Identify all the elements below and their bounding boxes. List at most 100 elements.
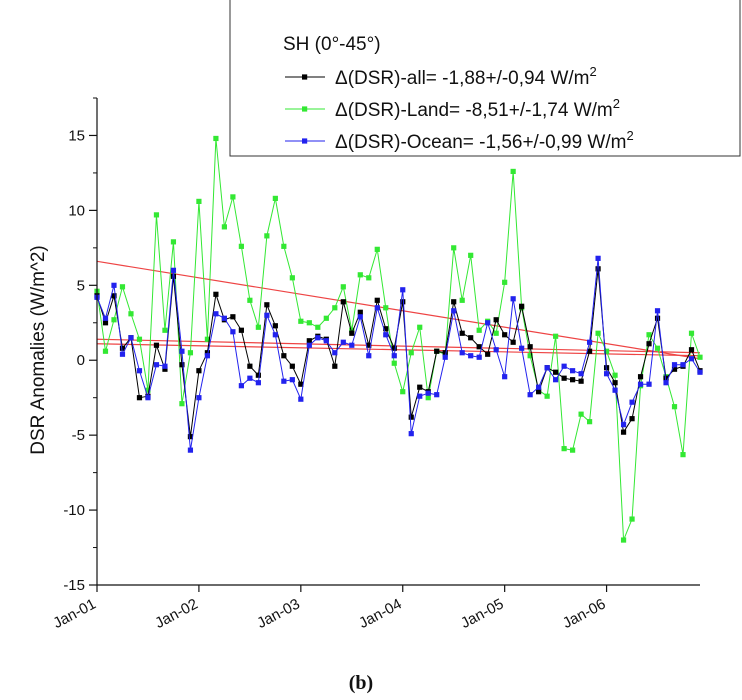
data-point	[136, 368, 143, 374]
data-point	[688, 356, 695, 362]
data-point	[298, 381, 304, 387]
data-point	[493, 347, 499, 353]
data-point	[153, 342, 160, 348]
x-tick-label: Jan-06	[560, 596, 608, 633]
data-series	[94, 135, 703, 543]
data-point	[238, 243, 244, 249]
data-point	[620, 429, 627, 435]
data-point	[459, 297, 465, 303]
data-point	[654, 315, 661, 321]
data-point	[629, 416, 635, 422]
x-tick-label: Jan-03	[254, 596, 302, 633]
data-point	[408, 431, 414, 437]
y-tick-label: 0	[77, 352, 85, 369]
data-point	[289, 377, 295, 383]
data-point	[519, 303, 525, 309]
data-point	[459, 350, 465, 356]
y-tick-label: -10	[63, 502, 85, 519]
data-point	[671, 366, 678, 372]
data-point	[586, 339, 593, 345]
data-point	[603, 371, 610, 377]
data-point	[383, 332, 389, 338]
data-point	[119, 345, 126, 351]
data-point	[366, 353, 372, 359]
data-point	[391, 360, 397, 366]
data-point	[553, 377, 559, 383]
data-point	[629, 516, 635, 522]
data-point	[357, 309, 363, 315]
data-point	[153, 362, 160, 368]
data-point	[213, 135, 219, 142]
data-point	[162, 327, 168, 333]
data-point	[204, 350, 211, 356]
x-tick-label: Jan-01	[50, 596, 98, 633]
data-point	[519, 345, 525, 351]
axes: -15 -10 -5 0 5 10 15 Jan-01 Jan-02 Jan-03 Jan-04 Ja…	[50, 97, 700, 633]
data-point	[637, 381, 644, 387]
data-point	[510, 296, 516, 302]
data-point	[162, 366, 168, 372]
data-point	[417, 393, 423, 399]
data-point	[213, 311, 219, 317]
data-point	[502, 374, 508, 380]
data-point	[553, 369, 559, 375]
data-point	[451, 245, 457, 251]
data-point	[264, 302, 270, 308]
data-point	[442, 350, 448, 356]
data-point	[391, 353, 397, 359]
legend-marker	[302, 74, 308, 80]
data-point	[102, 348, 109, 354]
trend-line	[96, 260, 701, 360]
series-land	[94, 135, 703, 543]
data-point	[315, 324, 321, 330]
data-point	[654, 345, 661, 351]
data-point	[383, 326, 389, 332]
data-point	[468, 335, 474, 341]
panel-label: (b)	[349, 672, 373, 694]
data-point	[383, 305, 389, 311]
data-point	[595, 255, 601, 261]
legend-entry-label: Δ(DSR)-Ocean= -1,56+/-0,99 W/m2	[335, 128, 634, 153]
data-point	[264, 312, 270, 318]
data-point	[298, 396, 304, 402]
data-point	[357, 272, 363, 278]
data-point	[136, 336, 143, 342]
data-point	[561, 375, 567, 381]
data-point	[179, 362, 185, 368]
data-point	[366, 275, 372, 281]
data-point	[527, 353, 533, 359]
y-tick-label: 15	[68, 127, 85, 144]
data-point	[612, 387, 618, 393]
data-point	[561, 363, 567, 369]
data-point	[315, 335, 321, 341]
data-point	[111, 293, 117, 299]
data-point	[102, 320, 109, 326]
data-point	[366, 342, 372, 348]
data-point	[451, 308, 457, 314]
data-point	[536, 384, 542, 390]
x-tick-label: Jan-05	[458, 596, 506, 633]
data-point	[238, 383, 244, 389]
data-point	[349, 342, 355, 348]
data-point	[204, 353, 211, 359]
data-point	[527, 392, 533, 398]
data-point	[332, 305, 338, 311]
data-point	[281, 243, 287, 249]
data-point	[620, 537, 627, 543]
data-point	[680, 362, 686, 368]
data-point	[468, 353, 474, 359]
data-point	[204, 336, 211, 342]
data-point	[111, 282, 117, 288]
data-point	[340, 299, 346, 305]
legend-marker	[302, 106, 308, 112]
data-point	[170, 267, 177, 273]
data-point	[349, 327, 355, 333]
data-point	[196, 368, 202, 374]
data-point	[570, 447, 576, 453]
data-point	[595, 330, 601, 336]
data-point	[586, 419, 593, 425]
trend-line	[96, 338, 701, 354]
data-point	[408, 350, 414, 356]
data-point	[102, 315, 109, 321]
data-point	[451, 299, 457, 305]
